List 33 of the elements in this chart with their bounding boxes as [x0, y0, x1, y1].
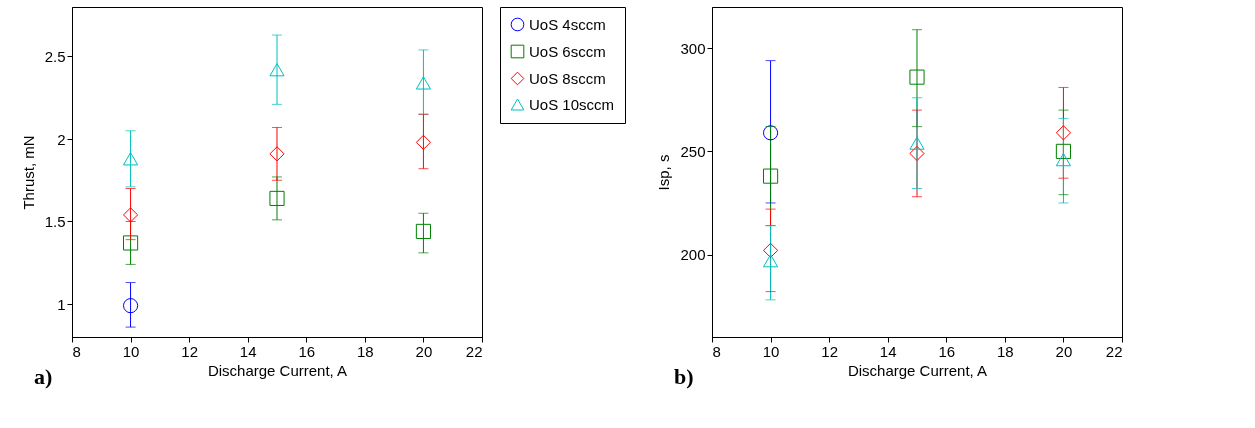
y-tick-label: 200 [680, 246, 706, 263]
y-axis-title: Isp, s [655, 154, 673, 191]
legend-label: UoS 10sccm [529, 95, 615, 113]
x-tick-label: 18 [997, 342, 1014, 360]
legend-label: UoS 6sccm [529, 42, 606, 60]
text: b) [674, 364, 694, 389]
x-tick-label: 22 [465, 342, 483, 360]
y-tick-label: 2.5 [44, 48, 66, 65]
x-tick-label: 8 [72, 342, 81, 360]
text: a) [34, 364, 53, 389]
x-tick-label: 20 [1055, 342, 1073, 360]
legend-label: UoS 8sccm [529, 69, 606, 87]
legend-label: UoS 4sccm [529, 15, 606, 33]
y-axis-title: Thrust, mN [19, 135, 37, 210]
x-tick-label: 22 [1105, 342, 1123, 360]
y-tick-label: 250 [680, 142, 706, 160]
x-tick-label: 10 [122, 342, 140, 360]
x-tick-label: 16 [938, 342, 956, 360]
x-tick-label: 14 [239, 342, 257, 360]
x-tick-label: 18 [357, 342, 374, 360]
y-tick-label: 300 [680, 39, 706, 57]
x-tick-label: 12 [181, 342, 198, 360]
x-tick-label: 16 [298, 342, 316, 360]
y-tick-label: 1 [57, 295, 66, 313]
x-tick-label: 20 [415, 342, 433, 360]
x-tick-label: 14 [879, 342, 897, 360]
x-tick-label: 8 [712, 342, 721, 360]
x-tick-label: 10 [762, 342, 780, 360]
x-axis-title: Discharge Current, A [207, 361, 348, 379]
y-tick-label: 2 [57, 130, 66, 148]
x-tick-label: 12 [821, 342, 838, 360]
y-tick-label: 1.5 [44, 213, 66, 230]
x-axis-title: Discharge Current, A [847, 361, 988, 379]
